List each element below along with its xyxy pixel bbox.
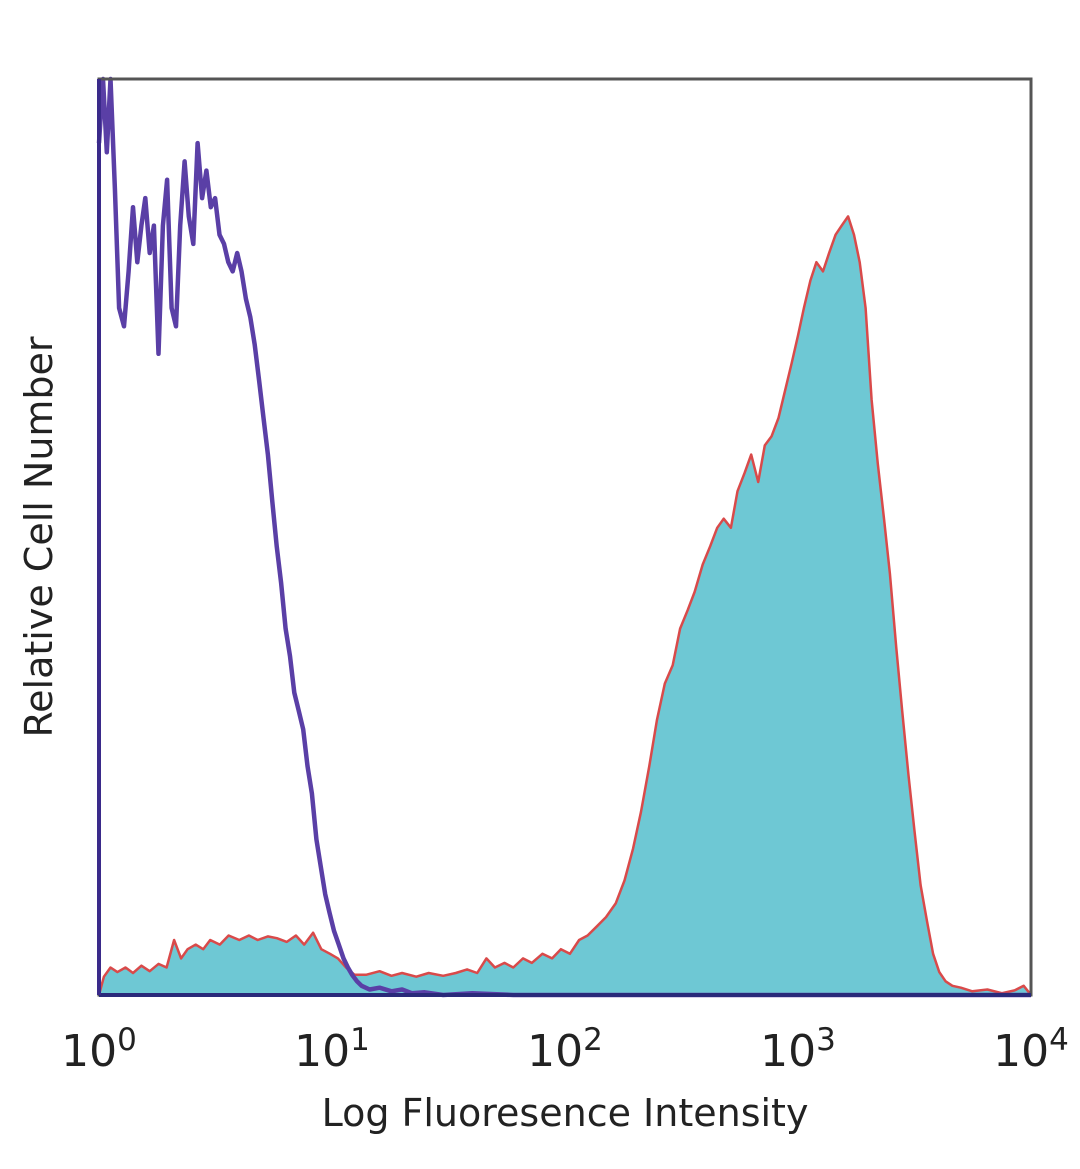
series-0-histogram-line [96,76,1031,998]
series-layer [96,76,1032,998]
y-axis-title: Relative Cell Number [17,336,61,737]
series-1-histogram-fill [99,216,1031,995]
series-1-histogram-outline [97,215,1032,996]
x-tick-label-4: 104 [993,1022,1069,1077]
x-axis-title: Log Fluoresence Intensity [322,1091,809,1135]
x-tick-label-2: 102 [527,1022,603,1077]
x-tick-label-3: 103 [760,1022,836,1077]
x-tick-labels: 100 101 102 103 104 [61,1022,1069,1077]
x-tick-label-0: 100 [61,1022,137,1077]
x-tick-label-1: 101 [294,1022,370,1077]
